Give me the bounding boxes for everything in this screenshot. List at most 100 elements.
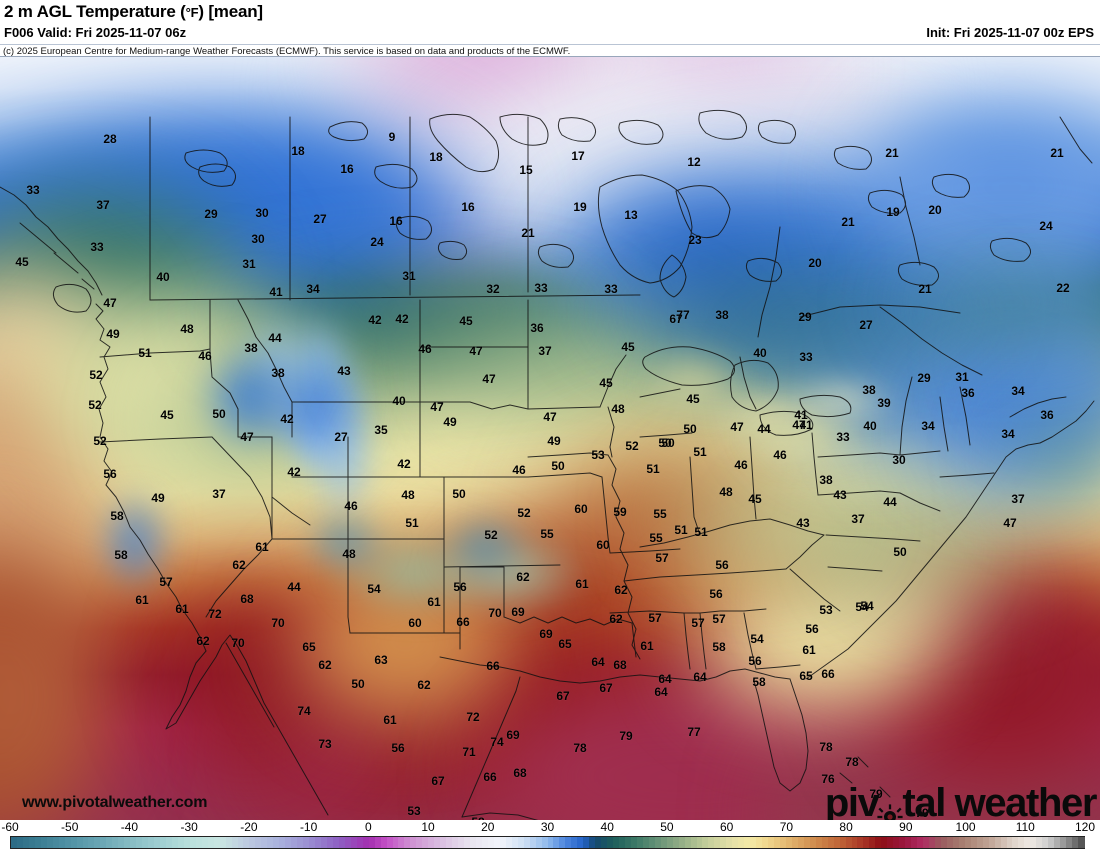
colorbar-swatch (338, 837, 346, 848)
field-labrador-blue (860, 87, 1100, 287)
colorbar-swatch (1024, 837, 1031, 848)
temperature-label: 77 (687, 725, 701, 739)
temperature-map[interactable]: 28 33 37 29 30 33 30 31 45 40 47 49 41 34 18 16 9 18 27 24 1… (0, 57, 1100, 820)
colorbar-swatch (398, 837, 406, 848)
temperature-label: 40 (392, 394, 406, 408)
temperature-label: 34 (1001, 427, 1015, 441)
temperature-label: 59 (613, 505, 627, 519)
field-superior-teal (640, 347, 750, 417)
colorbar-swatch (416, 837, 423, 848)
colorbar-swatch (309, 837, 316, 848)
colorbar-swatch (112, 837, 119, 848)
temperature-label: 46 (734, 458, 748, 472)
colorbar-swatch (1012, 837, 1020, 848)
temperature-label: 33 (836, 430, 850, 444)
field-montana-teal (255, 352, 375, 462)
temperature-label: 20 (808, 256, 822, 270)
colorbar-swatch (243, 837, 251, 848)
colorbar-swatch (16, 837, 24, 848)
temperature-label: 37 (96, 198, 110, 212)
temperature-label: 61 (640, 639, 654, 653)
temperature-label: 27 (334, 430, 348, 444)
temperature-label: 45 (599, 376, 613, 390)
temperature-label: 42 (280, 412, 294, 426)
colorbar-swatch (571, 837, 578, 848)
colorbar-swatch (34, 837, 42, 848)
colorbar-swatch (499, 837, 507, 848)
colorbar-swatch (517, 837, 525, 848)
colorbar-tick-labels: -60 -50 -40 -30 -20 -10 0 10 20 30 40 50 60 70 80 90 100… (0, 820, 1100, 836)
colorbar-swatch (875, 837, 882, 848)
colorbar-swatch (487, 837, 495, 848)
temperature-label: 51 (694, 525, 708, 539)
colorbar-swatch (696, 837, 704, 848)
temperature-label: 37 (538, 344, 552, 358)
colorbar-swatch (404, 837, 412, 848)
temperature-label: 46 (198, 349, 212, 363)
temperature-label: 62 (417, 678, 431, 692)
colorbar-swatch (177, 837, 185, 848)
colorbar-swatch (332, 837, 340, 848)
temperature-label: 45 (160, 408, 174, 422)
title-tail: ) [mean] (198, 2, 263, 21)
temperature-label: 52 (484, 528, 498, 542)
temperature-label: 79 (619, 729, 633, 743)
temperature-label: 67 (556, 689, 570, 703)
colorbar-swatch (1000, 837, 1008, 848)
temperature-label: 61 (255, 540, 269, 554)
temperature-label: 48 (401, 488, 415, 502)
colorbar-swatch (726, 837, 733, 848)
temperature-label: 56 (805, 622, 819, 636)
temperature-label: 60 (574, 502, 588, 516)
temperature-label: 69 (506, 728, 520, 742)
colorbar-tick: -30 (180, 820, 198, 834)
temperature-label: 60 (408, 616, 422, 630)
temperature-label: 15 (519, 163, 533, 177)
temperature-label: 49 (443, 415, 457, 429)
temperature-label: 58 (471, 816, 484, 820)
colorbar-swatch (505, 837, 513, 848)
colorbar-swatch (52, 837, 60, 848)
colorbar-swatch (64, 837, 72, 848)
colorbar-gradient[interactable] (10, 836, 1085, 849)
colorbar-swatch (929, 837, 936, 848)
temperature-label: 66 (486, 659, 500, 673)
colorbar-swatch (827, 837, 835, 848)
colorbar-swatch (88, 837, 96, 848)
temperature-label: 64 (658, 672, 672, 686)
temperature-label: 52 (517, 506, 531, 520)
temperature-label: 62 (232, 558, 246, 572)
temperature-label: 70 (271, 616, 285, 630)
temperature-label: 77 (676, 308, 690, 322)
colorbar-swatch (165, 837, 173, 848)
colorbar[interactable]: -60 -50 -40 -30 -20 -10 0 10 20 30 40 50 60 70 80 90 100… (0, 820, 1100, 850)
temperature-label: 57 (712, 612, 726, 626)
colorbar-swatch (714, 837, 721, 848)
temperature-label: 64 (654, 685, 668, 699)
colorbar-tick: 30 (540, 820, 555, 834)
colorbar-swatch (362, 837, 370, 848)
temperature-label: 67 (669, 312, 683, 326)
temperature-label: 52 (88, 398, 102, 412)
colorbar-swatch (708, 837, 716, 848)
temperature-label: 21 (918, 282, 932, 296)
colorbar-swatch (845, 837, 853, 848)
temperature-label: 64 (591, 655, 605, 669)
temperature-label: 52 (93, 434, 107, 448)
temperature-label: 68 (613, 658, 627, 672)
temperature-label: 67 (431, 774, 445, 788)
colorbar-swatch (225, 837, 233, 848)
temperature-label: 43 (337, 364, 351, 378)
temperature-label: 56 (103, 467, 117, 481)
colorbar-swatch (82, 837, 90, 848)
temperature-label: 16 (340, 162, 354, 176)
colorbar-tick: 70 (779, 820, 794, 834)
temperature-label: 51 (646, 462, 660, 476)
temperature-label: 42 (287, 465, 301, 479)
temperature-label: 51 (693, 445, 707, 459)
colorbar-swatch (976, 837, 984, 848)
temperature-label: 72 (208, 607, 222, 621)
colorbar-swatch (863, 837, 871, 848)
temperature-label: 65 (558, 637, 572, 651)
colorbar-swatch (160, 837, 167, 848)
